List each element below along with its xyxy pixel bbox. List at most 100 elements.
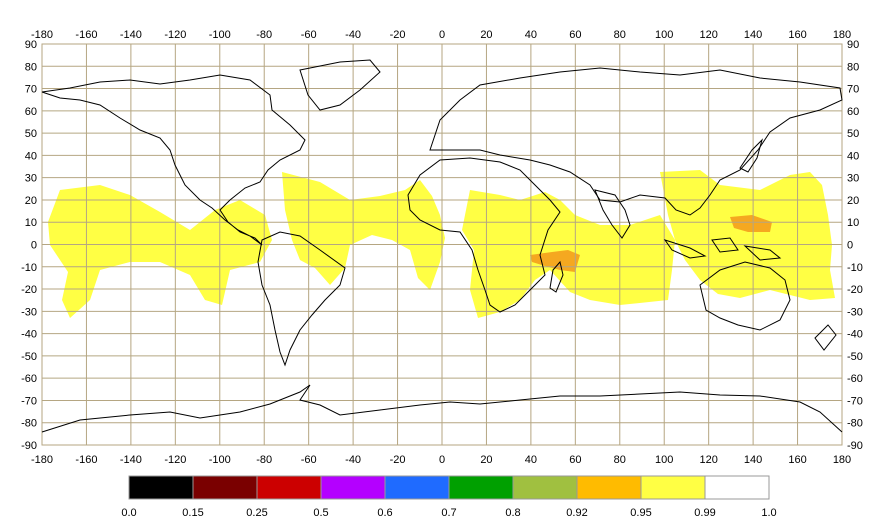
legend-label: 0.15 (182, 507, 203, 519)
lat-tick-left: 70 (25, 84, 37, 96)
coast-greenland (299, 59, 381, 111)
coastline-layer (41, 59, 843, 433)
lon-tick-bottom: 0 (439, 454, 445, 466)
lon-tick-bottom: -40 (345, 454, 361, 466)
legend-swatch (512, 475, 578, 500)
lat-tick-left: 0 (31, 240, 37, 252)
grid-lines (41, 43, 843, 446)
lat-tick-left: 90 (25, 39, 37, 51)
lat-tick-right: -50 (847, 351, 863, 363)
lon-tick-bottom: -20 (390, 454, 406, 466)
lat-tick-right: 50 (847, 128, 859, 140)
lon-tick-bottom: 60 (569, 454, 581, 466)
lon-tick-bottom: -100 (209, 454, 231, 466)
legend-label: 0.6 (377, 507, 392, 519)
lon-tick-top: -120 (164, 29, 186, 41)
lon-tick-bottom: -60 (301, 454, 317, 466)
lon-tick-top: -100 (209, 29, 231, 41)
lat-tick-right: 90 (847, 39, 859, 51)
color-legend: 0.0 0.15 0.25 0.5 0.6 0.7 0.8 0.92 0.95 0.99 1.0 (121, 475, 777, 519)
coast-madagascar (549, 260, 564, 293)
legend-swatch (576, 475, 642, 500)
legend-swatch (384, 475, 450, 500)
lon-tick-top: 160 (788, 29, 806, 41)
coast-north-america (41, 74, 306, 246)
coast-eurasia (429, 67, 843, 216)
lat-tick-left: 50 (25, 128, 37, 140)
legend-label: 0.5 (313, 507, 328, 519)
field-core-pacific (730, 215, 772, 232)
lon-tick-top: -180 (31, 29, 53, 41)
legend-swatch (256, 475, 322, 500)
lat-tick-right: 80 (847, 61, 859, 73)
lat-tick-right: 0 (847, 240, 853, 252)
lon-tick-bottom: -120 (164, 454, 186, 466)
lat-tick-left: 20 (25, 195, 37, 207)
lat-tick-left: -30 (21, 306, 37, 318)
lat-tick-left: -60 (21, 373, 37, 385)
lon-tick-bottom: 40 (525, 454, 537, 466)
lat-tick-left: 60 (25, 106, 37, 118)
lat-tick-right: -10 (847, 262, 863, 274)
legend-swatch (704, 475, 770, 500)
legend-label: 0.7 (441, 507, 456, 519)
coast-antarctica (41, 384, 843, 433)
lat-tick-right: -20 (847, 284, 863, 296)
lat-tick-left: -20 (21, 284, 37, 296)
map-frame (41, 43, 843, 446)
legend-swatch (320, 475, 386, 500)
lon-tick-top: -80 (256, 29, 272, 41)
lon-tick-bottom: -80 (256, 454, 272, 466)
lat-tick-right: 10 (847, 217, 859, 229)
lat-tick-right: -80 (847, 418, 863, 430)
lon-tick-top: -160 (75, 29, 97, 41)
coast-south-america (257, 231, 346, 367)
lat-tick-left: 30 (25, 173, 37, 185)
legend-swatch (128, 475, 194, 500)
lon-tick-top: 40 (525, 29, 537, 41)
lat-tick-left: -90 (21, 440, 37, 452)
legend-label-end: 1.0 (761, 507, 776, 519)
lat-tick-left: -70 (21, 395, 37, 407)
lat-tick-left: -10 (21, 262, 37, 274)
coast-indonesia (663, 237, 782, 261)
lat-tick-right: -70 (847, 395, 863, 407)
coast-japan (739, 138, 763, 173)
legend-label: 0.95 (630, 507, 651, 519)
legend-label: 0.92 (566, 507, 587, 519)
legend-label: 0.25 (246, 507, 267, 519)
lat-tick-right: -90 (847, 440, 863, 452)
coast-australia (699, 261, 791, 331)
lat-tick-right: 60 (847, 106, 859, 118)
lat-tick-right: 40 (847, 150, 859, 162)
lon-tick-bottom: 160 (788, 454, 806, 466)
lon-tick-top: 60 (569, 29, 581, 41)
lon-tick-top: 80 (614, 29, 626, 41)
legend-swatch (448, 475, 514, 500)
lat-tick-right: -30 (847, 306, 863, 318)
axis-tick-labels: -180-180-160-160-140-140-120-120-100-100… (21, 29, 863, 466)
lat-tick-right: 20 (847, 195, 859, 207)
legend-label: 0.99 (694, 507, 715, 519)
lat-tick-right: 70 (847, 84, 859, 96)
legend-label: 0.0 (121, 507, 136, 519)
lon-tick-top: -20 (390, 29, 406, 41)
lon-tick-bottom: 100 (655, 454, 673, 466)
lon-tick-bottom: 140 (744, 454, 762, 466)
lon-tick-bottom: -160 (75, 454, 97, 466)
lon-tick-top: -140 (120, 29, 142, 41)
lon-tick-bottom: -180 (31, 454, 53, 466)
coast-india (594, 189, 631, 239)
lon-tick-bottom: 180 (833, 454, 851, 466)
field-east-pacific (48, 185, 272, 318)
field-west-pacific (660, 170, 835, 300)
lon-tick-bottom: -140 (120, 454, 142, 466)
field-atlantic (282, 172, 445, 290)
lat-tick-right: 30 (847, 173, 859, 185)
lat-tick-left: -40 (21, 329, 37, 341)
lon-tick-top: 120 (699, 29, 717, 41)
lat-tick-left: 10 (25, 217, 37, 229)
legend-swatch (640, 475, 706, 500)
lon-tick-top: 140 (744, 29, 762, 41)
